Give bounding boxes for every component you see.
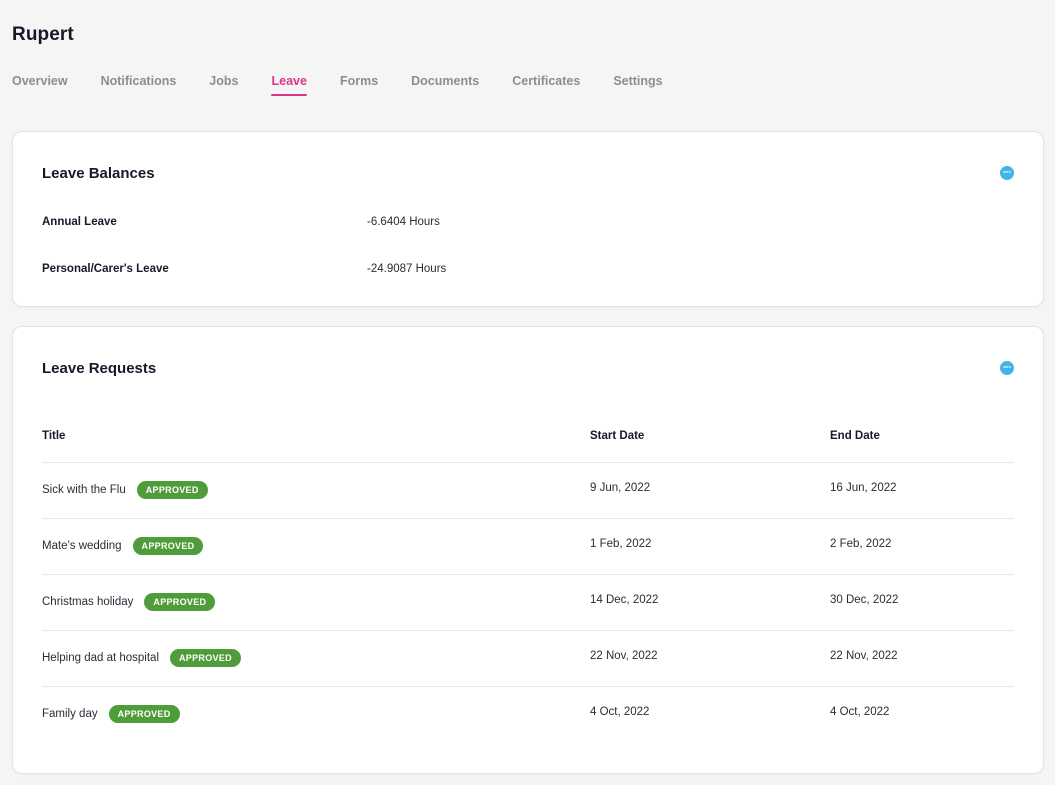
leave-requests-card: Leave Requests xero Title Start Date End… — [12, 326, 1044, 774]
request-start-date: 22 Nov, 2022 — [590, 650, 658, 662]
status-badge: APPROVED — [108, 705, 180, 723]
tab-settings[interactable]: Settings — [613, 74, 663, 88]
table-row[interactable]: Christmas holiday APPROVED 14 Dec, 2022 … — [42, 575, 1014, 631]
request-title: Family day — [42, 708, 98, 720]
request-title: Christmas holiday — [42, 596, 134, 608]
tab-forms[interactable]: Forms — [339, 74, 379, 88]
status-badge: APPROVED — [144, 593, 216, 611]
balance-label: Personal/Carer's Leave — [42, 263, 169, 275]
request-end-date: 2 Feb, 2022 — [830, 538, 892, 550]
table-header: Title Start Date End Date — [42, 429, 1014, 463]
tab-bar: Overview Notifications Jobs Leave Forms … — [12, 74, 696, 96]
request-title: Mate's wedding — [42, 540, 122, 552]
balance-value: -24.9087 Hours — [367, 263, 447, 275]
request-end-date: 16 Jun, 2022 — [830, 482, 897, 494]
request-title-cell: Sick with the Flu APPROVED — [42, 481, 208, 499]
table-row[interactable]: Mate's wedding APPROVED 1 Feb, 2022 2 Fe… — [42, 519, 1014, 575]
tab-overview[interactable]: Overview — [12, 74, 68, 88]
request-start-date: 9 Jun, 2022 — [590, 482, 651, 494]
leave-balances-title: Leave Balances — [42, 165, 155, 182]
xero-icon-label: xero — [1003, 365, 1011, 370]
status-badge: APPROVED — [170, 649, 241, 667]
xero-icon[interactable]: xero — [1000, 166, 1014, 180]
page-title: Rupert — [12, 24, 74, 45]
leave-requests-table: Title Start Date End Date Sick with the … — [42, 429, 1014, 743]
request-title-cell: Family day APPROVED — [42, 705, 180, 723]
request-title-cell: Christmas holiday APPROVED — [42, 593, 216, 611]
leave-requests-title: Leave Requests — [42, 360, 157, 377]
leave-balances-card: Leave Balances xero Annual Leave -6.6404… — [12, 131, 1044, 307]
request-end-date: 4 Oct, 2022 — [830, 706, 890, 718]
table-row[interactable]: Sick with the Flu APPROVED 9 Jun, 2022 1… — [42, 463, 1014, 519]
request-title-cell: Helping dad at hospital APPROVED — [42, 649, 241, 667]
balance-label: Annual Leave — [42, 216, 117, 228]
status-badge: APPROVED — [132, 537, 204, 555]
balance-row-personal: Personal/Carer's Leave -24.9087 Hours — [42, 263, 1014, 279]
request-title: Helping dad at hospital — [42, 652, 159, 664]
tab-certificates[interactable]: Certificates — [512, 74, 581, 88]
request-title: Sick with the Flu — [42, 484, 126, 496]
tab-documents[interactable]: Documents — [411, 74, 480, 88]
status-badge: APPROVED — [136, 481, 208, 499]
request-start-date: 1 Feb, 2022 — [590, 538, 652, 550]
request-start-date: 4 Oct, 2022 — [590, 706, 650, 718]
balance-value: -6.6404 Hours — [367, 216, 440, 228]
table-row[interactable]: Family day APPROVED 4 Oct, 2022 4 Oct, 2… — [42, 687, 1014, 743]
column-header-end-date[interactable]: End Date — [830, 430, 880, 442]
tab-jobs[interactable]: Jobs — [209, 74, 239, 88]
balance-row-annual: Annual Leave -6.6404 Hours — [42, 216, 1014, 232]
request-title-cell: Mate's wedding APPROVED — [42, 537, 204, 555]
request-start-date: 14 Dec, 2022 — [590, 594, 659, 606]
table-row[interactable]: Helping dad at hospital APPROVED 22 Nov,… — [42, 631, 1014, 687]
xero-icon[interactable]: xero — [1000, 361, 1014, 375]
column-header-title[interactable]: Title — [42, 430, 66, 442]
request-end-date: 22 Nov, 2022 — [830, 650, 898, 662]
xero-icon-label: xero — [1003, 170, 1011, 175]
tab-notifications[interactable]: Notifications — [100, 74, 177, 88]
request-end-date: 30 Dec, 2022 — [830, 594, 899, 606]
tab-leave[interactable]: Leave — [271, 74, 308, 96]
column-header-start-date[interactable]: Start Date — [590, 430, 645, 442]
